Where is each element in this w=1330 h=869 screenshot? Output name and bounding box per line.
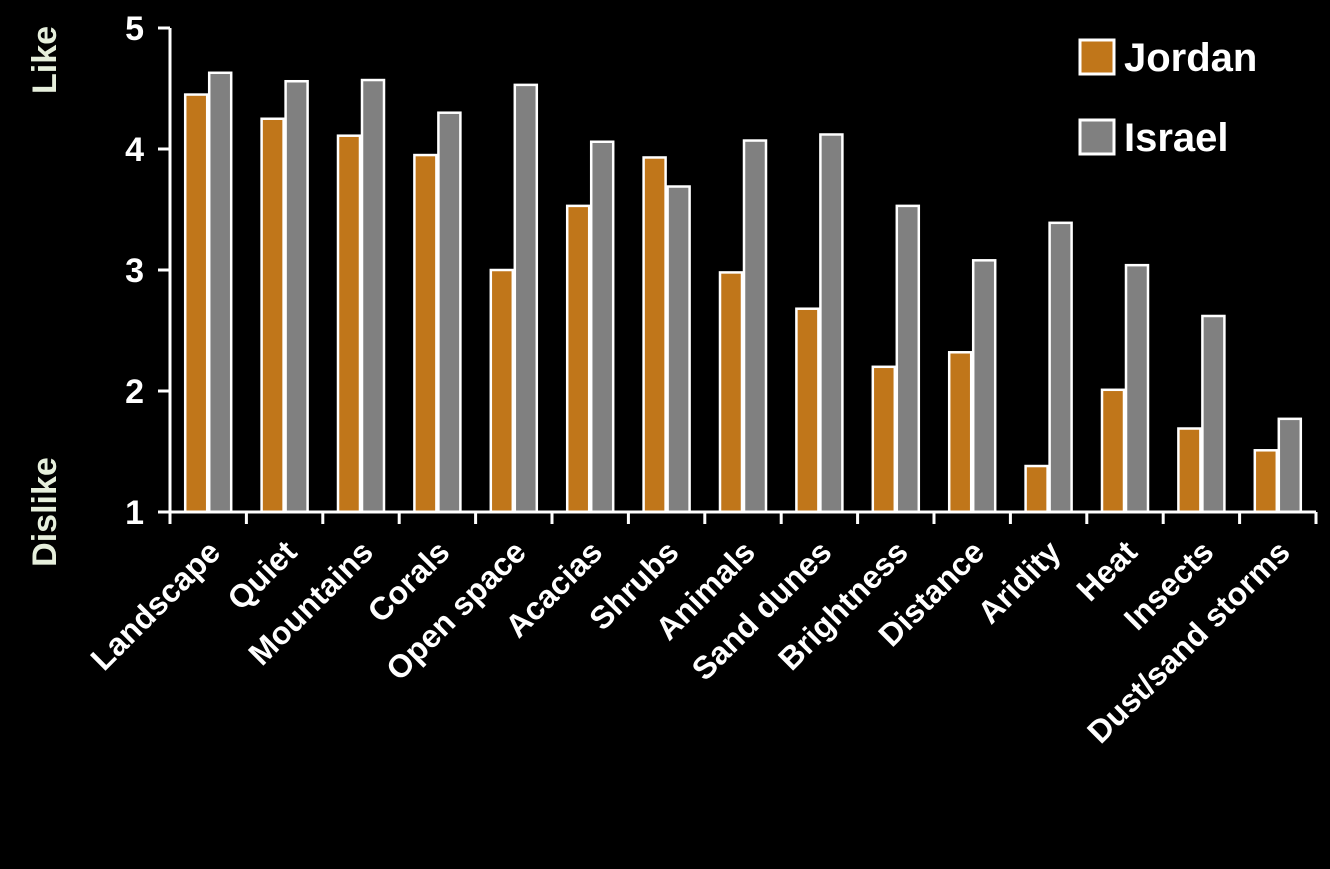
bar-israel-aridity — [1048, 221, 1073, 514]
y-label-dislike: Dislike — [26, 457, 64, 567]
bar-jordan-landscape — [183, 93, 209, 514]
bar-israel-open-space — [513, 83, 539, 514]
bar-jordan-acacias — [565, 204, 591, 514]
bar-jordan-brightness — [871, 365, 897, 514]
bar-israel-sand-dunes — [819, 133, 844, 514]
bar-jordan-insects — [1177, 427, 1202, 514]
bar-israel-quiet — [284, 79, 309, 514]
legend-label-jordan: Jordan — [1124, 36, 1257, 80]
bar-israel-shrubs — [666, 185, 691, 514]
bar-israel-corals — [437, 111, 462, 514]
y-label-like: Like — [26, 26, 64, 94]
bar-jordan-corals — [413, 153, 438, 514]
bar-jordan-shrubs — [642, 156, 667, 514]
bar-israel-acacias — [589, 140, 615, 514]
legend-swatch-israel — [1078, 118, 1116, 156]
bar-israel-animals — [742, 139, 768, 514]
bar-israel-brightness — [895, 204, 921, 514]
bar-israel-insects — [1201, 314, 1226, 514]
y-tick-label-4: 4 — [125, 131, 144, 169]
y-tick-label-2: 2 — [125, 373, 144, 411]
bar-jordan-dust-sand-storms — [1253, 449, 1279, 514]
bar-israel-mountains — [360, 78, 386, 514]
bar-jordan-mountains — [336, 134, 362, 514]
bar-jordan-aridity — [1024, 464, 1049, 514]
legend-label-israel: Israel — [1124, 116, 1229, 160]
bar-jordan-sand-dunes — [795, 307, 820, 514]
bar-jordan-open-space — [489, 268, 515, 514]
bar-jordan-animals — [718, 271, 744, 514]
bar-israel-distance — [971, 259, 997, 514]
x-label-landscape: Landscape — [83, 533, 227, 677]
legend: Jordan Israel — [1078, 36, 1257, 160]
y-tick-label-3: 3 — [125, 252, 144, 290]
x-label-aridity: Aridity — [970, 533, 1067, 630]
y-tick-label-1: 1 — [125, 494, 144, 532]
y-ticks-layer: 1 2 3 4 5 — [125, 10, 170, 532]
bar-israel-heat — [1124, 263, 1150, 514]
x-ticks-layer — [168, 512, 1318, 524]
bar-israel-landscape — [207, 71, 233, 514]
bar-jordan-heat — [1100, 388, 1126, 514]
bar-israel-dust-sand-storms — [1277, 417, 1303, 514]
bars-layer — [183, 71, 1303, 514]
legend-swatch-jordan — [1078, 38, 1116, 76]
bar-jordan-quiet — [260, 117, 285, 514]
bar-jordan-distance — [947, 351, 973, 514]
y-tick-label-5: 5 — [125, 10, 144, 48]
